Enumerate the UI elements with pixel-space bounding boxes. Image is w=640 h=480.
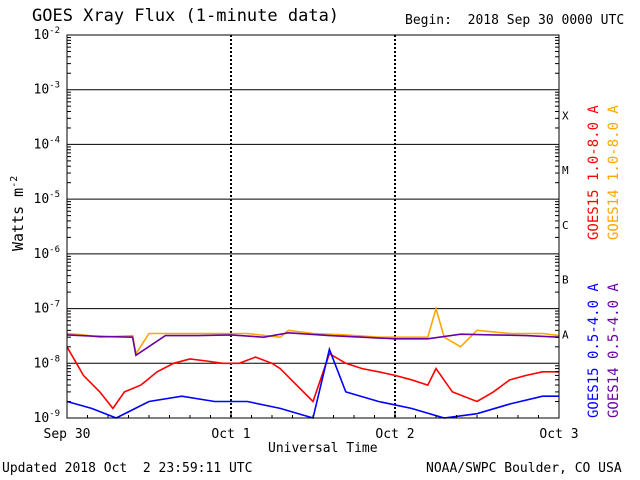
y-axis-label: Watts m-2 bbox=[9, 175, 27, 251]
x-tick-label: Oct 2 bbox=[375, 427, 414, 442]
y-tick-label: 10-6 bbox=[34, 245, 61, 262]
tick-layer bbox=[66, 37, 560, 418]
begin-time-label: Begin: 2018 Sep 30 0000 UTC bbox=[405, 13, 625, 28]
y-tick-label: 10-9 bbox=[34, 409, 61, 426]
updated-timestamp: Updated 2018 Oct 2 23:59:11 UTC bbox=[2, 461, 253, 476]
series-layer bbox=[66, 305, 560, 420]
legend-goes14-long: GOES14 1.0-8.0 A bbox=[606, 105, 622, 240]
y-tick-label: 10-7 bbox=[34, 300, 61, 317]
y-tick-label: 10-2 bbox=[34, 26, 61, 43]
chart-title: GOES Xray Flux (1-minute data) bbox=[32, 6, 340, 26]
flare-class-label: B bbox=[562, 274, 569, 287]
agency-credit: NOAA/SWPC Boulder, CO USA bbox=[426, 461, 622, 476]
y-tick-label: 10-8 bbox=[34, 354, 61, 371]
series-line-2 bbox=[66, 346, 559, 420]
x-axis-title: Universal Time bbox=[268, 441, 378, 456]
x-tick-label: Oct 3 bbox=[539, 427, 578, 442]
y-tick-label: 10-4 bbox=[34, 135, 61, 152]
label-layer: 10-9 10-8 10-7 10-6 10-5 10-4 10-3 10-2 Sep 30 Oc… bbox=[34, 26, 579, 442]
flare-class-label: A bbox=[562, 328, 569, 341]
series-line-1 bbox=[66, 305, 560, 356]
flare-class-label: X bbox=[562, 109, 569, 122]
y-tick-label: 10-5 bbox=[34, 190, 61, 207]
legend-goes14-short: GOES14 0.5-4.0 A bbox=[606, 283, 622, 418]
x-tick-label: Sep 30 bbox=[44, 427, 91, 442]
series-line-0 bbox=[66, 346, 559, 410]
x-tick-label: Oct 1 bbox=[211, 427, 250, 442]
series-line-3 bbox=[66, 331, 560, 357]
y-tick-label: 10-3 bbox=[34, 81, 61, 98]
legend-goes15-short: GOES15 0.5-4.0 A bbox=[586, 283, 602, 418]
plot-frame bbox=[66, 34, 560, 419]
flare-class-label: M bbox=[562, 164, 569, 177]
legend-goes15-long: GOES15 1.0-8.0 A bbox=[586, 105, 602, 240]
grid-layer bbox=[67, 35, 559, 418]
flare-class-label: C bbox=[562, 219, 569, 232]
